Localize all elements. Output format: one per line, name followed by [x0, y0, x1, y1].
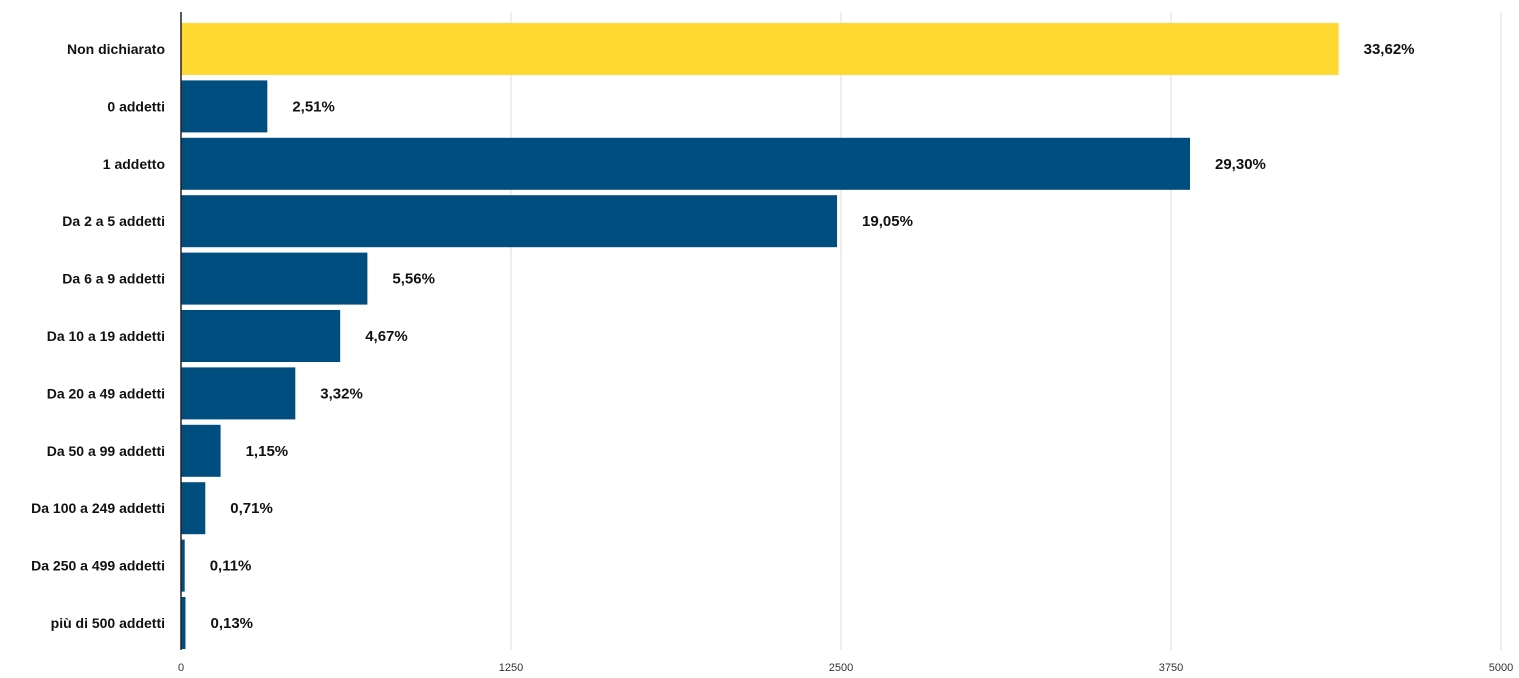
category-label: Non dichiarato	[67, 41, 165, 57]
value-label: 29,30%	[1215, 156, 1266, 173]
category-label: Da 10 a 19 addetti	[47, 328, 165, 344]
value-label: 1,15%	[246, 443, 289, 460]
bar	[181, 482, 206, 535]
x-tick-label: 0	[178, 662, 184, 674]
value-label: 5,56%	[392, 271, 435, 288]
category-label: Da 6 a 9 addetti	[62, 271, 165, 287]
category-label: 0 addetti	[107, 98, 165, 114]
x-tick-label: 1250	[499, 662, 523, 674]
value-label: 2,51%	[292, 98, 335, 115]
bar	[181, 310, 341, 362]
value-label: 0,71%	[230, 500, 273, 517]
bar	[181, 80, 268, 133]
value-label: 19,05%	[862, 213, 913, 230]
category-label: Da 100 a 249 addetti	[31, 500, 165, 516]
category-label: Da 20 a 49 addetti	[47, 385, 165, 401]
bar	[181, 424, 221, 477]
bar	[181, 597, 186, 649]
category-label: 1 addetto	[103, 156, 165, 172]
category-label: Da 250 a 499 addetti	[31, 558, 165, 574]
bar	[181, 539, 185, 592]
bar	[181, 195, 838, 248]
category-label: Da 2 a 5 addetti	[62, 213, 165, 229]
bar	[181, 23, 1339, 75]
bar	[181, 367, 296, 420]
value-label: 33,62%	[1364, 41, 1415, 58]
x-tick-label: 2500	[829, 662, 853, 674]
x-tick-label: 3750	[1159, 662, 1183, 674]
category-label: più di 500 addetti	[51, 615, 165, 631]
value-label: 4,67%	[365, 328, 408, 345]
value-label: 3,32%	[320, 385, 363, 402]
value-label: 0,13%	[210, 615, 253, 632]
x-tick-label: 5000	[1489, 662, 1513, 674]
category-label: Da 50 a 99 addetti	[47, 443, 165, 459]
value-label: 0,11%	[210, 558, 252, 575]
bar	[181, 252, 368, 305]
bar	[181, 137, 1191, 190]
